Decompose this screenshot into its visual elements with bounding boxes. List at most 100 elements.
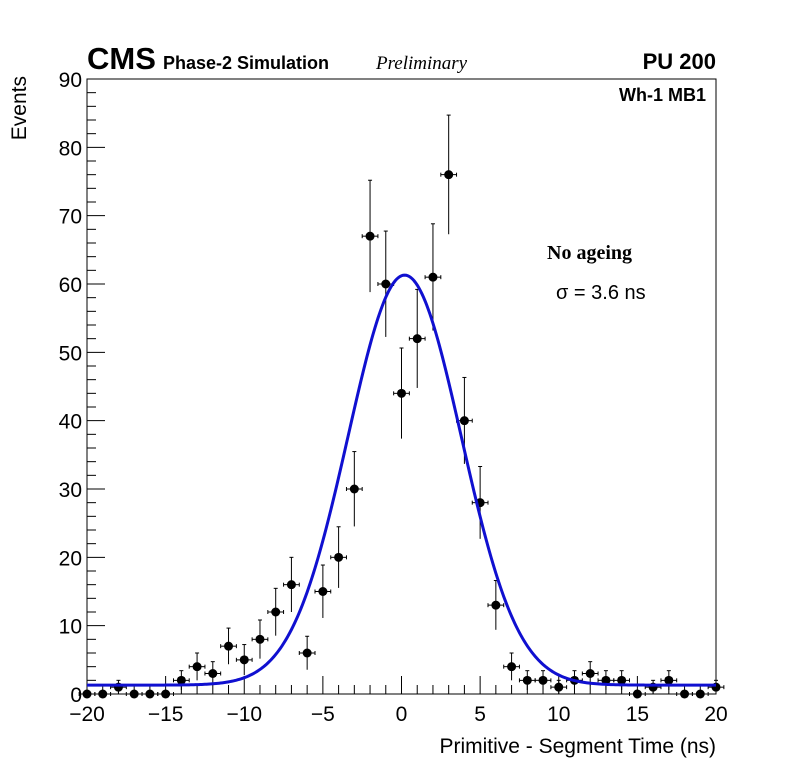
data-point (629, 689, 646, 699)
status-label: Phase-2 Simulation (163, 53, 329, 73)
data-marker (349, 484, 359, 494)
y-tick-label: 90 (59, 69, 82, 92)
data-marker (239, 655, 249, 665)
data-point (393, 347, 410, 439)
data-point (518, 670, 536, 690)
cms-label: CMS (87, 41, 156, 76)
data-marker (224, 641, 234, 651)
y-tick-label: 0 (70, 684, 82, 707)
x-tick-label: 15 (626, 703, 649, 726)
data-point (283, 556, 300, 612)
x-tick-label: 20 (704, 703, 727, 726)
data-point (172, 670, 190, 690)
data-marker (664, 675, 674, 685)
data-point (298, 635, 316, 670)
x-tick-label: 10 (547, 703, 570, 726)
data-point (267, 587, 285, 636)
data-marker (255, 634, 265, 644)
data-point (251, 619, 269, 659)
y-tick-label: 70 (59, 206, 82, 229)
x-tick-label: −5 (311, 703, 335, 726)
data-marker (632, 689, 642, 699)
data-point (550, 679, 568, 694)
data-marker (695, 689, 705, 699)
preliminary-label: Preliminary (375, 53, 468, 74)
data-point (220, 627, 237, 665)
data-point (345, 451, 363, 527)
data-marker (522, 675, 532, 685)
data-marker (459, 416, 469, 426)
data-marker (129, 689, 139, 699)
data-marker (161, 689, 171, 699)
data-marker (554, 682, 564, 692)
data-marker (585, 669, 595, 678)
data-marker (507, 662, 517, 672)
data-point (597, 670, 615, 690)
x-tick-label: −20 (69, 703, 105, 726)
data-point (676, 689, 693, 699)
data-marker (286, 580, 296, 590)
data-marker (365, 231, 375, 241)
data-point (691, 689, 709, 699)
y-tick-label: 80 (59, 137, 82, 160)
data-marker (318, 587, 328, 596)
y-tick-label: 60 (59, 274, 82, 297)
data-marker (412, 334, 422, 344)
y-tick-label: 30 (59, 479, 82, 502)
data-marker (381, 279, 391, 289)
data-point (707, 679, 725, 694)
data-point (503, 652, 520, 681)
x-tick-label: −15 (148, 703, 184, 726)
data-point (330, 526, 347, 588)
data-point (581, 661, 599, 686)
data-point (94, 689, 112, 699)
data-marker (271, 607, 281, 617)
y-tick-label: 10 (59, 616, 82, 639)
data-point (471, 466, 489, 539)
data-point (660, 670, 678, 690)
fit-curve (87, 273, 716, 687)
y-tick-label: 50 (59, 342, 82, 365)
x-tick-label: 5 (474, 703, 486, 726)
data-point (487, 580, 505, 630)
region-label: Wh-1 MB1 (619, 85, 706, 105)
x-axis-label: Primitive - Segment Time (ns) (439, 735, 716, 758)
data-marker (334, 552, 344, 562)
data-marker (98, 689, 108, 699)
data-point (424, 223, 442, 331)
data-marker (176, 675, 186, 685)
data-marker (538, 675, 548, 685)
data-point (110, 679, 127, 694)
data-point (440, 114, 458, 235)
data-marker (302, 648, 312, 658)
y-tick-label: 40 (59, 411, 82, 434)
data-point (125, 689, 143, 699)
data-point (235, 644, 253, 676)
data-marker (397, 388, 406, 398)
data-point (644, 679, 662, 694)
data-point (204, 661, 222, 686)
data-point (141, 689, 159, 699)
data-point (408, 288, 426, 388)
data-point (157, 689, 174, 699)
pileup-label: PU 200 (643, 49, 716, 74)
data-point (361, 179, 379, 293)
x-tick-label: 0 (396, 703, 408, 726)
data-marker (82, 689, 92, 699)
data-marker (617, 675, 627, 685)
x-tick-label: −10 (226, 703, 262, 726)
data-point (613, 670, 631, 690)
data-point (188, 652, 206, 681)
data-point (534, 670, 552, 690)
y-axis-label: Events (8, 76, 31, 140)
data-marker (428, 272, 438, 282)
data-marker (491, 600, 501, 610)
data-marker (601, 675, 611, 685)
data-marker (192, 662, 202, 672)
data-marker (680, 689, 690, 699)
data-marker (208, 669, 218, 678)
data-point (314, 564, 332, 618)
data-marker (444, 170, 454, 180)
data-marker (145, 689, 155, 699)
